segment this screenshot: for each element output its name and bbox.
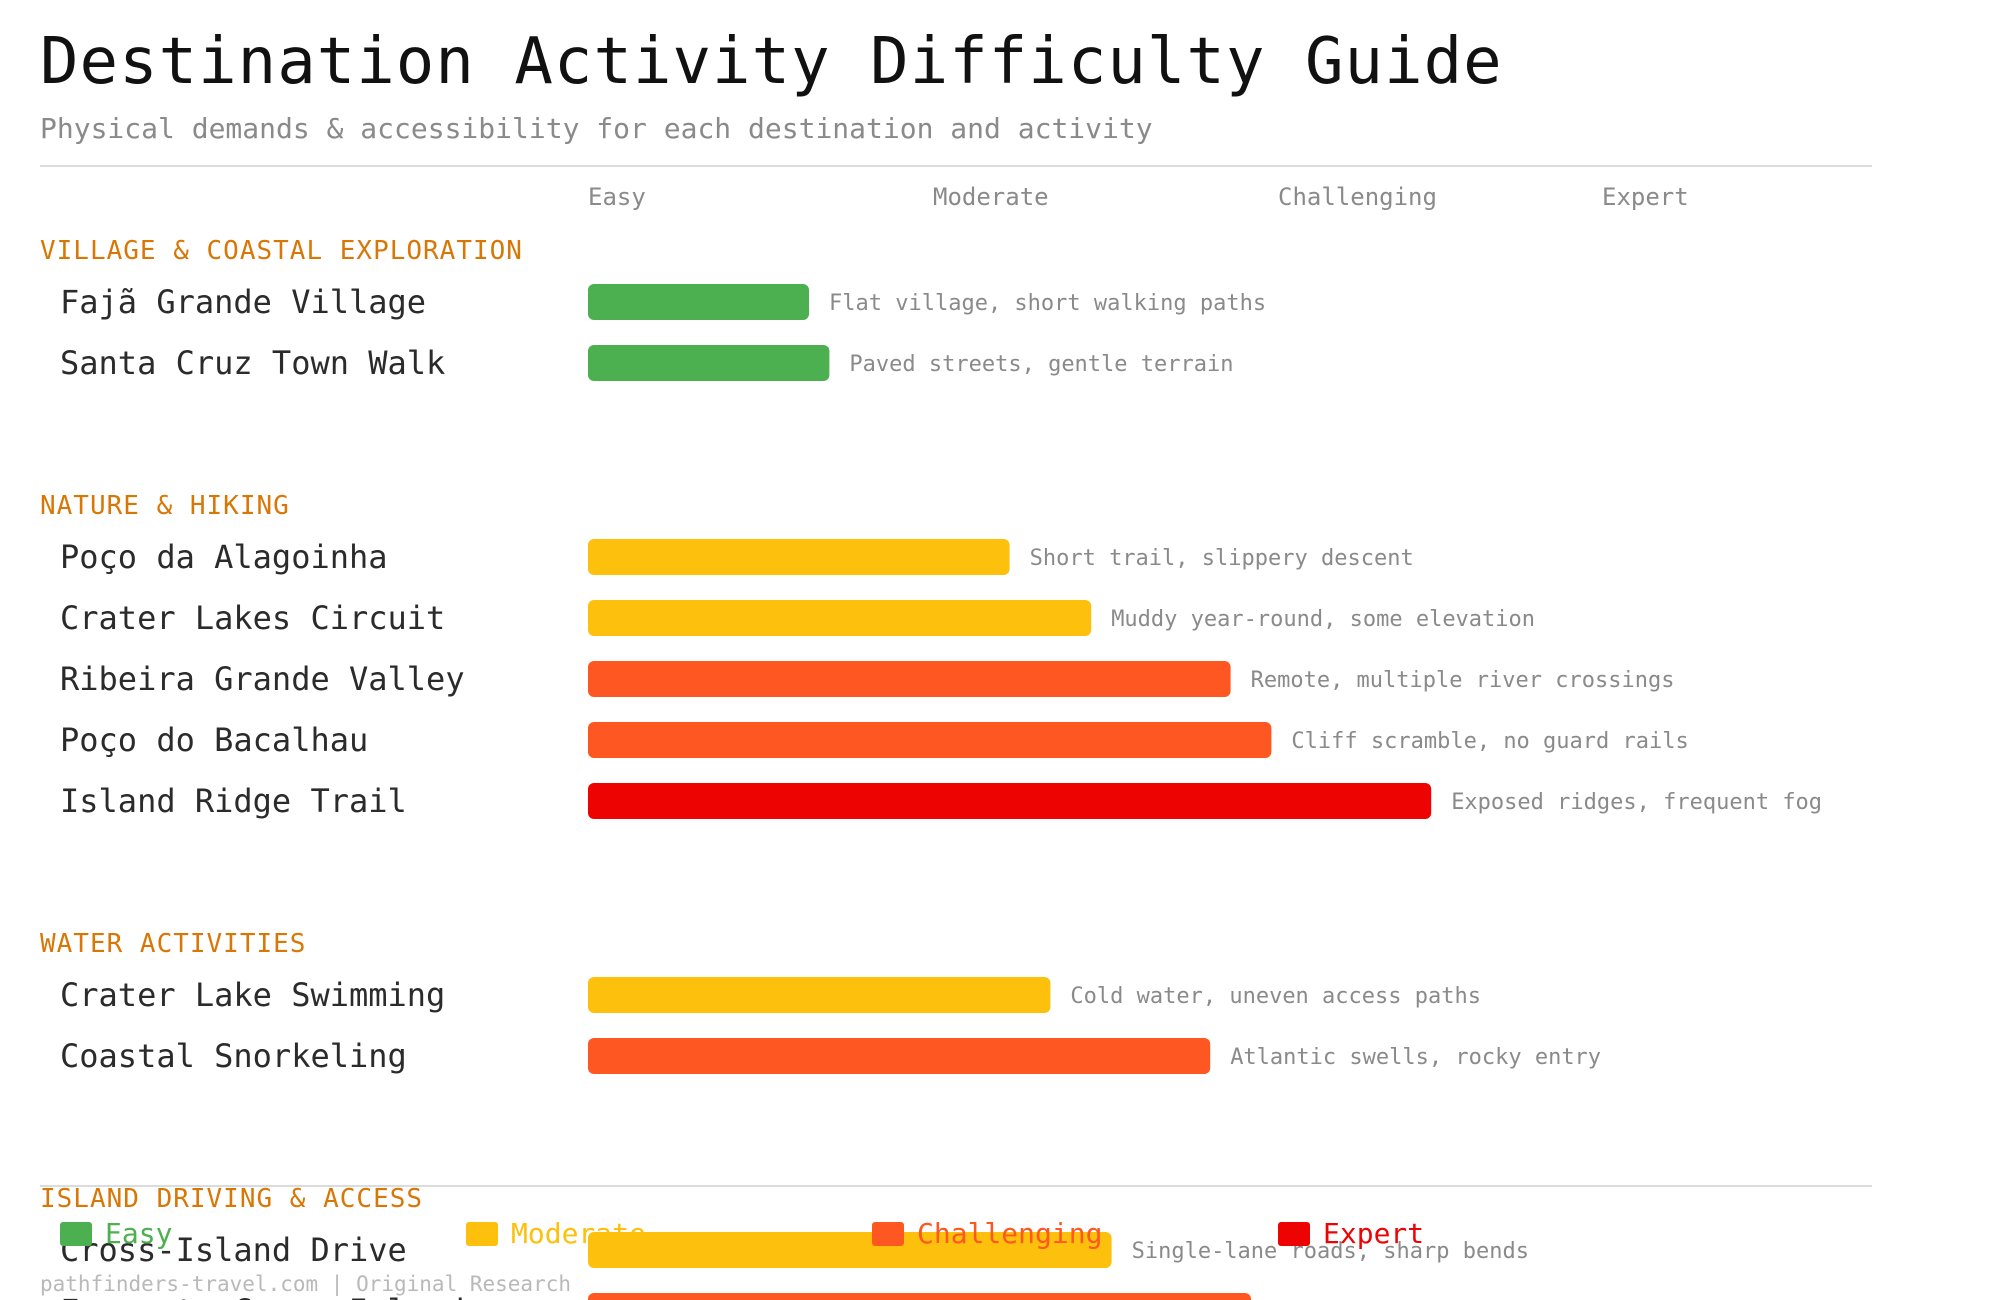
row-note: Paved streets, gentle terrain <box>849 352 1233 377</box>
difficulty-bar <box>588 539 1010 575</box>
scale-label: Moderate <box>933 183 1049 211</box>
row-label: Fajã Grande Village <box>60 283 426 321</box>
difficulty-bar <box>588 1293 1251 1300</box>
legend-label: Moderate <box>511 1217 646 1250</box>
row-label: Poço da Alagoinha <box>60 538 388 576</box>
group-heading: VILLAGE & COASTAL EXPLORATION <box>40 236 523 266</box>
row-label: Coastal Snorkeling <box>60 1037 407 1075</box>
legend-label: Easy <box>105 1217 172 1250</box>
row-label: Crater Lake Swimming <box>60 976 445 1014</box>
legend-swatch <box>466 1222 498 1246</box>
legend-label: Challenging <box>917 1217 1102 1250</box>
row-label: Crater Lakes Circuit <box>60 599 445 637</box>
row-note: Muddy year-round, some elevation <box>1111 607 1535 632</box>
legend-label: Expert <box>1323 1217 1424 1250</box>
difficulty-bar <box>588 977 1051 1013</box>
page-subtitle: Physical demands & accessibility for eac… <box>40 112 1153 145</box>
group-heading: NATURE & HIKING <box>40 491 290 521</box>
row-label: Island Ridge Trail <box>60 782 407 820</box>
difficulty-bar <box>588 284 809 320</box>
difficulty-bar <box>588 1232 1112 1268</box>
page-title: Destination Activity Difficulty Guide <box>40 25 1503 99</box>
source-credit: pathfinders-travel.com | Original Resear… <box>40 1272 572 1296</box>
legend-swatch <box>872 1222 904 1246</box>
legend-swatch <box>1278 1222 1310 1246</box>
row-label: Poço do Bacalhau <box>60 721 368 759</box>
header-divider <box>40 165 1872 167</box>
group-heading: WATER ACTIVITIES <box>40 929 306 959</box>
row-note: Exposed ridges, frequent fog <box>1451 790 1822 815</box>
row-note: Cliff scramble, no guard rails <box>1291 729 1688 754</box>
row-note: Flat village, short walking paths <box>829 291 1266 316</box>
row-note: Remote, multiple river crossings <box>1251 668 1675 693</box>
difficulty-bar <box>588 661 1231 697</box>
row-note: Short trail, slippery descent <box>1030 546 1414 571</box>
difficulty-bar <box>588 722 1272 758</box>
legend-swatch <box>60 1222 92 1246</box>
difficulty-bar <box>588 1038 1211 1074</box>
row-label: Santa Cruz Town Walk <box>60 344 445 382</box>
row-label: Ribeira Grande Valley <box>60 660 465 698</box>
legend-divider <box>40 1185 1872 1187</box>
row-note: Cold water, uneven access paths <box>1070 984 1481 1009</box>
row-label: Cross-Island Drive <box>60 1231 407 1269</box>
row-note: Atlantic swells, rocky entry <box>1230 1045 1601 1070</box>
scale-label: Expert <box>1602 183 1689 211</box>
scale-label: Easy <box>588 183 646 211</box>
group-heading: ISLAND DRIVING & ACCESS <box>40 1184 423 1214</box>
difficulty-bar <box>588 783 1432 819</box>
difficulty-bar <box>588 600 1092 636</box>
scale-label: Challenging <box>1278 183 1437 211</box>
row-label: Ferry to Corvo Island <box>60 1292 465 1300</box>
difficulty-bar <box>588 345 830 381</box>
row-note: Single-lane roads, sharp bends <box>1132 1239 1529 1264</box>
